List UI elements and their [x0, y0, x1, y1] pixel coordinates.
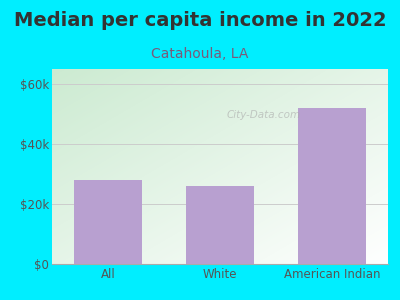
- Bar: [186, 186, 254, 264]
- Bar: [298, 108, 366, 264]
- Text: Catahoula, LA: Catahoula, LA: [151, 46, 249, 61]
- Text: City-Data.com: City-Data.com: [227, 110, 301, 120]
- Text: Median per capita income in 2022: Median per capita income in 2022: [14, 11, 386, 29]
- Bar: [74, 180, 142, 264]
